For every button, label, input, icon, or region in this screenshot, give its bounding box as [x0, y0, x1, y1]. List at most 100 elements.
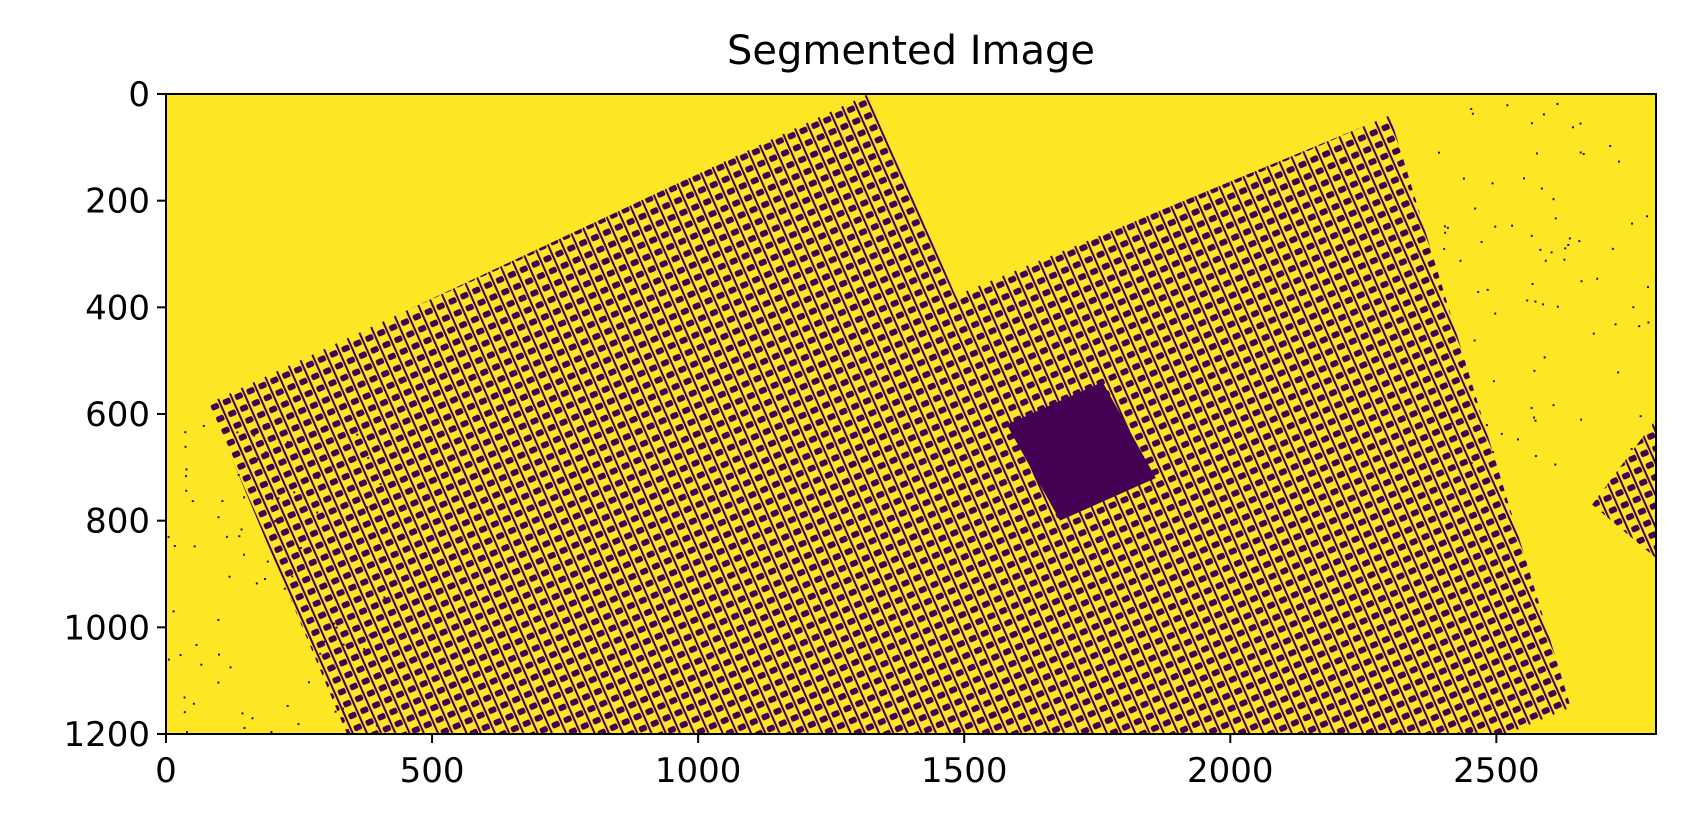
heatmap-speckle: [1462, 177, 1465, 180]
heatmap-speckle: [238, 535, 241, 538]
heatmap-speckle: [1526, 299, 1529, 302]
heatmap-speckle: [1563, 258, 1566, 261]
heatmap-speckle: [185, 731, 188, 734]
heatmap-speckle: [1492, 380, 1495, 383]
heatmap-speckle: [1494, 225, 1497, 228]
heatmap-speckle: [1471, 112, 1474, 115]
heatmap-speckle: [293, 491, 296, 494]
heatmap-speckle: [1614, 323, 1617, 326]
plot-area: [166, 94, 1656, 734]
heatmap-speckle: [217, 681, 220, 684]
heatmap-speckle: [1500, 432, 1503, 435]
heatmap-speckle: [1556, 305, 1559, 308]
heatmap-speckle: [265, 496, 268, 499]
heatmap-regions: [208, 94, 1656, 734]
heatmap-speckle: [333, 666, 336, 669]
heatmap-speckle: [225, 535, 228, 538]
heatmap-speckle: [241, 712, 244, 715]
heatmap-speckle: [185, 468, 188, 471]
heatmap-speckle: [1474, 207, 1477, 210]
heatmap-speckle: [251, 717, 254, 720]
heatmap-speckle: [167, 658, 170, 661]
heatmap-speckle: [354, 469, 357, 472]
heatmap-speckle: [1592, 332, 1595, 335]
heatmap-speckle: [1578, 240, 1581, 243]
heatmap-speckle: [1596, 277, 1599, 280]
heatmap-speckle: [264, 451, 267, 454]
heatmap-speckle: [243, 496, 246, 499]
heatmap-speckle: [1470, 461, 1473, 464]
heatmap-speckle: [319, 652, 322, 655]
heatmap-speckle: [324, 640, 327, 643]
heatmap-speckle: [1542, 113, 1545, 116]
heatmap-speckle: [240, 528, 243, 531]
heatmap-speckle: [1582, 152, 1585, 155]
heatmap-speckle: [237, 473, 240, 476]
heatmap-speckle: [183, 696, 186, 699]
heatmap-speckle: [221, 500, 224, 503]
heatmap-speckle: [318, 624, 321, 627]
heatmap-region: [1592, 419, 1656, 558]
heatmap-speckle: [1437, 151, 1440, 154]
heatmap-speckle: [185, 489, 188, 492]
heatmap-speckle: [172, 610, 175, 613]
heatmap-speckle: [217, 618, 220, 621]
heatmap-speckle: [1645, 215, 1648, 218]
heatmap-speckle: [1522, 177, 1525, 180]
heatmap-speckle: [316, 511, 319, 514]
heatmap-speckle: [1533, 416, 1536, 419]
y-tick-label: 1200: [63, 715, 150, 755]
heatmap-speckle: [1647, 321, 1650, 324]
heatmap-speckle: [1491, 182, 1494, 185]
heatmap-speckle: [183, 711, 186, 714]
heatmap-speckle: [191, 500, 194, 503]
heatmap-speckle: [200, 663, 203, 666]
heatmap-speckle: [192, 702, 195, 705]
y-tick-label: 400: [85, 288, 150, 328]
heatmap-speckle: [270, 731, 273, 734]
heatmap-speckle: [334, 710, 337, 713]
heatmap-region: [208, 94, 1146, 734]
heatmap-speckle: [1579, 122, 1582, 125]
heatmap-speckle: [1443, 247, 1446, 250]
x-tick-label: 1000: [655, 751, 742, 791]
heatmap-speckle: [277, 497, 280, 500]
heatmap-speckle: [273, 520, 276, 523]
heatmap-speckle: [379, 483, 382, 486]
heatmap-speckle: [317, 476, 320, 479]
heatmap-speckle: [1617, 371, 1620, 374]
heatmap-speckle: [1552, 404, 1555, 407]
heatmap-speckle: [307, 681, 310, 684]
chart-title: Segmented Image: [727, 28, 1095, 74]
heatmap-speckles: [167, 102, 1650, 734]
heatmap-speckle: [297, 723, 300, 726]
heatmap-speckle: [263, 578, 266, 581]
heatmap-speckle: [256, 458, 259, 461]
heatmap-speckle: [333, 622, 336, 625]
heatmap-speckle: [1477, 291, 1480, 294]
heatmap-speckle: [1580, 280, 1583, 283]
heatmap-speckle: [368, 634, 371, 637]
heatmap-speckle: [1486, 288, 1489, 291]
y-tick-label: 1000: [63, 608, 150, 648]
heatmap-speckle: [1639, 415, 1642, 418]
heatmap-speckle: [1630, 447, 1633, 450]
heatmap-speckle: [1459, 259, 1462, 262]
heatmap-speckle: [332, 465, 335, 468]
heatmap-region: [1006, 382, 1156, 521]
heatmap-speckle: [1544, 259, 1547, 262]
heatmap-speckle: [1554, 463, 1557, 466]
heatmap-speckle: [271, 497, 274, 500]
heatmap-speckle: [173, 544, 176, 547]
heatmap-speckle: [1530, 234, 1533, 237]
heatmap-speckle: [1531, 283, 1534, 286]
y-tick-label: 200: [85, 182, 150, 222]
heatmap-speckle: [286, 704, 289, 707]
heatmap-speckle: [184, 431, 187, 434]
y-tick-label: 0: [128, 75, 150, 115]
heatmap-speckle: [1618, 160, 1621, 163]
heatmap-speckle: [356, 433, 359, 436]
heatmap-speckle: [1556, 102, 1559, 105]
heatmap-speckle: [383, 596, 386, 599]
heatmap-speckle: [1449, 422, 1452, 425]
